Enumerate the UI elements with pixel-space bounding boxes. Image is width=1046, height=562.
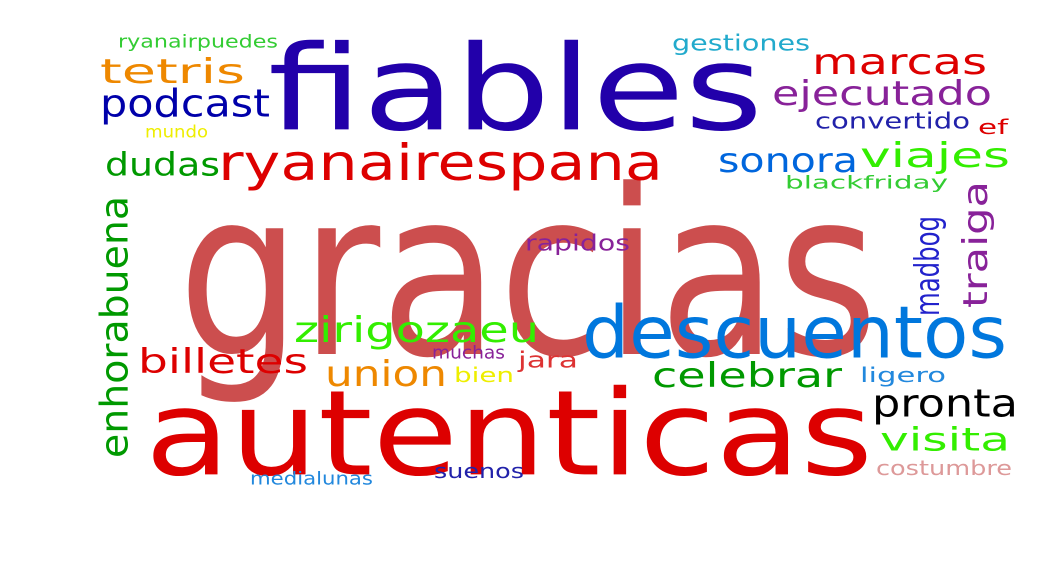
word-podcast: podcast [100,81,270,125]
word-autenticas: autenticas [145,364,873,502]
word-ryanairespana: ryanairespana [218,134,663,192]
word-madbog: madbog [908,216,948,316]
word-jara: jara [517,349,578,374]
word-dudas: dudas [105,146,220,184]
word-viajes: viajes [860,136,1010,176]
word-muchas: muchas [432,342,505,363]
word-suenos: suenos [434,459,524,483]
word-mundo: mundo [145,123,208,143]
word-ejecutado: ejecutado [772,74,992,114]
word-billetes: billetes [138,342,308,382]
word-ligero: ligero [860,363,946,387]
word-visita: visita [880,421,1010,459]
word-union: union [325,354,447,395]
word-pronta: pronta [872,381,1018,425]
word-tetris: tetris [100,52,245,92]
word-sonora: sonora [718,141,858,181]
word-fiables: fiables [268,19,763,157]
word-convertido: convertido [815,110,970,135]
word-enhorabuena: enhorabuena [92,196,136,458]
word-descuentos: descuentos [582,291,1007,375]
word-rapidos: rapidos [525,232,630,257]
word-gracias: gracias [178,142,878,409]
word-blackfriday: blackfriday [785,172,949,193]
word-medialunas: medialunas [250,468,373,489]
word-marcas: marcas [812,42,987,83]
word-ryanairpuedes: ryanairpuedes [118,31,278,52]
word-celebrar: celebrar [652,356,842,396]
word-costumbre: costumbre [876,456,1012,480]
word-ef: ef [978,115,1009,139]
word-traiga: traiga [956,181,996,308]
word-gestiones: gestiones [672,32,810,57]
word-zirigozaeu: zirigozaeu [294,310,539,351]
word-bien: bien [454,363,514,387]
